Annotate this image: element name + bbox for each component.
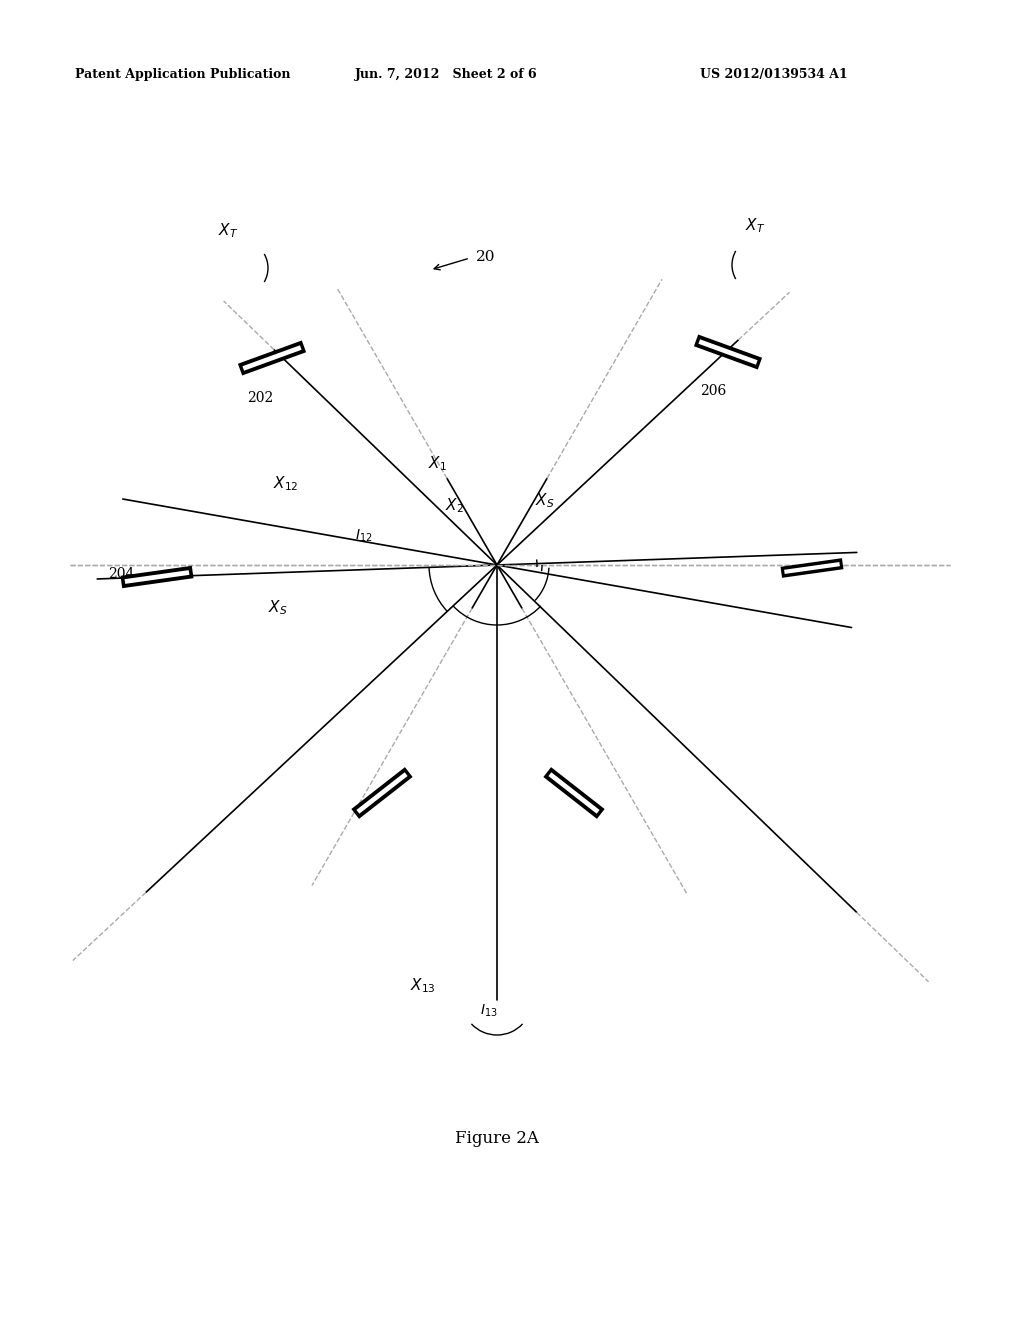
Text: $X_{12}$: $X_{12}$ xyxy=(273,474,299,492)
Text: $X_S$: $X_S$ xyxy=(535,491,555,510)
Text: 206: 206 xyxy=(700,384,726,399)
Text: 204: 204 xyxy=(108,568,134,581)
Text: 202: 202 xyxy=(247,391,273,405)
Text: $X_1$: $X_1$ xyxy=(428,454,446,473)
Text: $X_2$: $X_2$ xyxy=(445,496,464,515)
Text: Patent Application Publication: Patent Application Publication xyxy=(75,69,291,81)
Text: $I_{13}$: $I_{13}$ xyxy=(480,1003,498,1019)
Text: $X_T$: $X_T$ xyxy=(218,220,239,240)
Text: US 2012/0139534 A1: US 2012/0139534 A1 xyxy=(700,69,848,81)
Text: Jun. 7, 2012   Sheet 2 of 6: Jun. 7, 2012 Sheet 2 of 6 xyxy=(355,69,538,81)
Text: $X_S$: $X_S$ xyxy=(268,598,288,616)
Text: $X_T$: $X_T$ xyxy=(745,216,765,235)
Text: $X_{13}$: $X_{13}$ xyxy=(410,975,436,995)
Text: Figure 2A: Figure 2A xyxy=(455,1130,539,1147)
Text: 20: 20 xyxy=(476,249,496,264)
Text: $I_{12}$: $I_{12}$ xyxy=(355,528,373,544)
